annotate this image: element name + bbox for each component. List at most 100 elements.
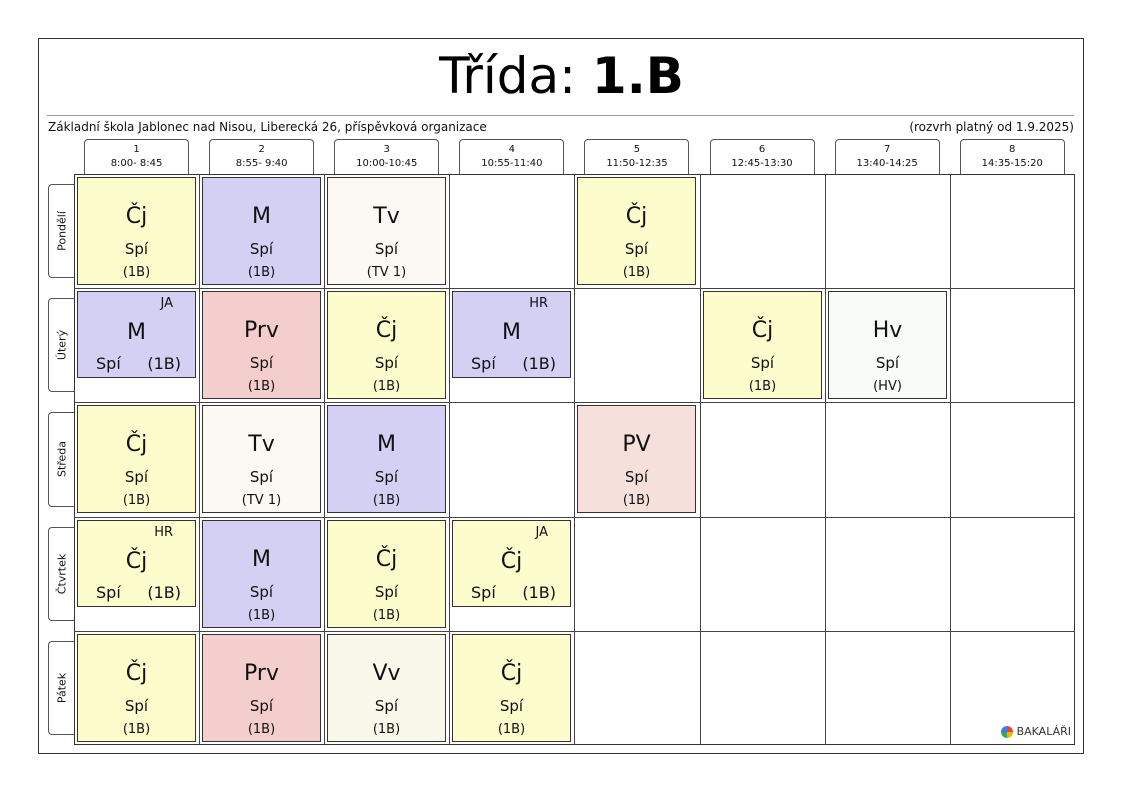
lesson-teacher: Spí bbox=[875, 354, 900, 372]
day-header-1: Pondělí bbox=[48, 184, 74, 279]
lesson-cell[interactable]: M Spí (1B) bbox=[327, 405, 446, 513]
hour-time: 11:50-12:35 bbox=[606, 158, 668, 169]
grid-row-divider bbox=[74, 402, 1075, 403]
lesson-group: (1B) bbox=[622, 265, 651, 280]
hour-number: 5 bbox=[633, 144, 641, 155]
lesson-cell[interactable]: M Spí (1B) bbox=[202, 520, 321, 628]
lesson-cell[interactable]: Čj Spí (1B) bbox=[327, 520, 446, 628]
lesson-subject: Čj bbox=[751, 318, 774, 343]
lesson-group: (1B) bbox=[522, 354, 556, 373]
lesson-subject: Čj bbox=[125, 549, 148, 574]
day-label: Pátek bbox=[55, 672, 68, 704]
lesson-room-code: HR bbox=[154, 525, 173, 540]
lesson-room-code: HR bbox=[529, 296, 548, 311]
lesson-subject: Čj bbox=[375, 318, 398, 343]
lesson-cell[interactable]: Hv Spí (HV) bbox=[828, 291, 947, 399]
grid-column-divider bbox=[574, 174, 575, 745]
lesson-group: (1B) bbox=[372, 722, 401, 737]
lesson-cell[interactable]: M Spí (1B) bbox=[202, 177, 321, 285]
lesson-cell[interactable]: Vv Spí (1B) bbox=[327, 634, 446, 742]
lesson-teacher: Spí bbox=[249, 697, 274, 715]
lesson-group: (1B) bbox=[247, 608, 276, 623]
lesson-cell[interactable]: Tv Spí (TV 1) bbox=[202, 405, 321, 513]
lesson-group: (TV 1) bbox=[366, 265, 407, 280]
lesson-teacher: Spí bbox=[471, 354, 496, 373]
grid-column-divider bbox=[324, 174, 325, 745]
lesson-cell[interactable]: Čj Spí (1B) bbox=[703, 291, 822, 399]
lesson-cell[interactable]: Čj Spí (1B) bbox=[77, 634, 196, 742]
hour-header-8: 8 14:35-15:20 bbox=[959, 139, 1065, 174]
lesson-group: (1B) bbox=[372, 379, 401, 394]
logo-text: BAKALÁŘI bbox=[1016, 725, 1071, 738]
lesson-cell[interactable]: Čj Spí (1B) bbox=[327, 291, 446, 399]
grid-row-divider bbox=[74, 631, 1075, 632]
lesson-cell[interactable]: HR M Spí (1B) bbox=[452, 291, 571, 378]
lesson-teacher: Spí bbox=[124, 240, 149, 258]
grid-column-divider bbox=[700, 174, 701, 745]
lesson-cell[interactable]: JA M Spí (1B) bbox=[77, 291, 196, 378]
lesson-cell[interactable]: Čj Spí (1B) bbox=[452, 634, 571, 742]
lesson-teacher: Spí bbox=[96, 583, 121, 602]
lesson-cell[interactable]: Čj Spí (1B) bbox=[77, 177, 196, 285]
lesson-teacher: Spí bbox=[249, 583, 274, 601]
lesson-group: (1B) bbox=[122, 493, 151, 508]
lesson-cell[interactable]: PV Spí (1B) bbox=[577, 405, 696, 513]
lesson-cell[interactable]: Prv Spí (1B) bbox=[202, 291, 321, 399]
lesson-group: (1B) bbox=[147, 354, 181, 373]
lesson-room-code: JA bbox=[160, 296, 174, 311]
lesson-subject: Čj bbox=[125, 432, 148, 457]
lesson-cell[interactable]: Čj Spí (1B) bbox=[77, 405, 196, 513]
grid-column-divider bbox=[449, 174, 450, 745]
lesson-teacher: Spí bbox=[624, 468, 649, 486]
lesson-group: (1B) bbox=[372, 608, 401, 623]
hour-header-1: 1 8:00- 8:45 bbox=[84, 139, 190, 174]
lesson-group: (1B) bbox=[497, 722, 526, 737]
hour-number: 2 bbox=[258, 144, 265, 155]
hour-time: 10:00-10:45 bbox=[356, 158, 418, 169]
lesson-teacher: Spí bbox=[249, 240, 274, 258]
lesson-subject: PV bbox=[622, 432, 651, 457]
lesson-teacher: Spí bbox=[249, 354, 274, 372]
hour-time: 8:55- 9:40 bbox=[235, 158, 288, 169]
lesson-cell[interactable]: JA Čj Spí (1B) bbox=[452, 520, 571, 607]
lesson-subject: Čj bbox=[625, 204, 648, 229]
hour-number: 3 bbox=[383, 144, 390, 155]
day-header-5: Pátek bbox=[48, 640, 74, 735]
lesson-teacher: Spí bbox=[249, 468, 274, 486]
hour-time: 13:40-14:25 bbox=[856, 158, 918, 169]
lesson-group: (1B) bbox=[372, 493, 401, 508]
lesson-subject: Čj bbox=[125, 661, 148, 686]
lesson-teacher: Spí bbox=[124, 697, 149, 715]
lesson-subject: M bbox=[127, 320, 146, 345]
lesson-group: (1B) bbox=[247, 379, 276, 394]
lesson-cell[interactable]: Tv Spí (TV 1) bbox=[327, 177, 446, 285]
day-label: Úterý bbox=[55, 330, 68, 361]
lesson-teacher: Spí bbox=[374, 697, 399, 715]
lesson-group: (HV) bbox=[873, 379, 902, 394]
lesson-cell[interactable]: Prv Spí (1B) bbox=[202, 634, 321, 742]
hour-time: 12:45-13:30 bbox=[731, 158, 793, 169]
lesson-teacher: Spí bbox=[624, 240, 649, 258]
lesson-group: (1B) bbox=[147, 583, 181, 602]
lesson-subject: Prv bbox=[244, 661, 279, 686]
hour-time: 14:35-15:20 bbox=[981, 158, 1043, 169]
lesson-teacher: Spí bbox=[471, 583, 496, 602]
hour-number: 8 bbox=[1009, 144, 1016, 155]
lesson-teacher: Spí bbox=[374, 240, 399, 258]
bakalari-logo-icon bbox=[1000, 725, 1013, 738]
school-name: Základní škola Jablonec nad Nisou, Liber… bbox=[48, 120, 487, 134]
lesson-subject: Čj bbox=[375, 547, 398, 572]
lesson-subject: Čj bbox=[500, 661, 523, 686]
lesson-cell[interactable]: Čj Spí (1B) bbox=[577, 177, 696, 285]
lesson-subject: Čj bbox=[125, 204, 148, 229]
lesson-subject: Tv bbox=[373, 204, 400, 229]
lesson-group: (1B) bbox=[748, 379, 777, 394]
hour-header-7: 7 13:40-14:25 bbox=[834, 139, 940, 174]
lesson-group: (1B) bbox=[122, 265, 151, 280]
lesson-teacher: Spí bbox=[499, 697, 524, 715]
lesson-cell[interactable]: HR Čj Spí (1B) bbox=[77, 520, 196, 607]
lesson-teacher: Spí bbox=[124, 468, 149, 486]
hour-header-5: 5 11:50-12:35 bbox=[584, 139, 690, 174]
hour-number: 4 bbox=[508, 144, 516, 155]
lesson-subject: M bbox=[377, 432, 396, 457]
